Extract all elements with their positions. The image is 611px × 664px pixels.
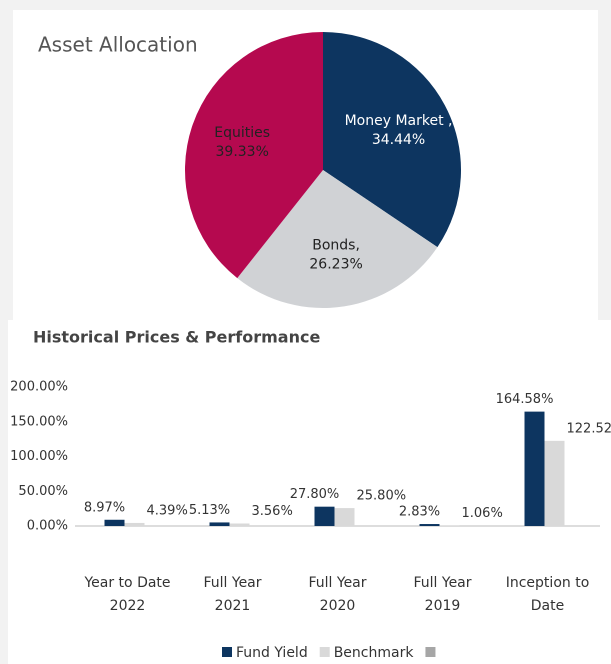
y-tick-label: 150.00% xyxy=(10,414,68,429)
bar xyxy=(544,440,565,526)
bar xyxy=(419,524,440,526)
x-tick-line: Full Year xyxy=(413,575,471,591)
data-label: 5.13% xyxy=(189,503,230,518)
legend-label: Fund Yield xyxy=(236,645,308,661)
pie-slice xyxy=(323,32,462,248)
x-tick-line: Full Year xyxy=(308,575,366,591)
x-tick-line: 2022 xyxy=(110,598,146,614)
x-tick-label: Inception to Date xyxy=(506,575,590,614)
legend-swatch xyxy=(222,647,232,657)
y-tick-label: 0.00% xyxy=(27,519,68,534)
x-tick-label: Full Year 2021 xyxy=(203,575,261,614)
y-tick-label: 200.00% xyxy=(10,380,68,395)
bar xyxy=(524,411,545,526)
bar xyxy=(314,506,335,526)
data-label: 8.97% xyxy=(84,500,125,515)
slice-value: 39.33% xyxy=(216,144,269,160)
legend-swatch xyxy=(425,647,436,657)
slice-value: 26.23% xyxy=(309,257,362,273)
data-label: 25.80% xyxy=(357,489,407,504)
x-tick-line: Year to Date xyxy=(83,575,170,591)
data-label: 164.58% xyxy=(496,392,554,407)
bar xyxy=(229,523,250,526)
x-tick-line: Date xyxy=(531,598,564,614)
x-tick-label: Year to Date 2022 xyxy=(83,575,170,614)
bar xyxy=(124,522,145,526)
x-tick-line: Inception to xyxy=(506,575,590,591)
slice-label: Money Market , xyxy=(345,113,453,129)
legend-label: Benchmark xyxy=(334,645,415,661)
bar xyxy=(439,525,460,526)
data-label: 122.52% xyxy=(567,421,611,436)
slice-value: 34.44% xyxy=(372,132,425,148)
bar-panel xyxy=(8,320,611,664)
slice-label: Equities xyxy=(214,125,270,141)
data-label: 1.06% xyxy=(462,506,503,521)
x-tick-label: Full Year 2019 xyxy=(413,575,471,614)
legend-swatch xyxy=(319,647,330,657)
bar-title: Historical Prices & Performance xyxy=(33,328,320,347)
x-tick-label: Full Year 2020 xyxy=(308,575,366,614)
data-label: 2.83% xyxy=(399,505,440,520)
slice-label: Bonds, xyxy=(312,238,360,254)
data-label: 27.80% xyxy=(290,487,340,502)
x-tick-line: Full Year xyxy=(203,575,261,591)
pie-title: Asset Allocation xyxy=(38,33,198,57)
x-tick-line: 2019 xyxy=(425,598,461,614)
bar xyxy=(334,508,355,526)
pie-slice xyxy=(185,31,323,279)
bar xyxy=(209,522,230,526)
x-tick-line: 2020 xyxy=(320,598,356,614)
x-tick-line: 2021 xyxy=(215,598,251,614)
bar xyxy=(104,519,125,526)
data-label: 3.56% xyxy=(252,504,293,519)
y-tick-label: 50.00% xyxy=(18,484,68,499)
pie-slice xyxy=(237,170,438,309)
y-tick-label: 100.00% xyxy=(10,449,68,464)
data-label: 4.39% xyxy=(147,503,188,518)
